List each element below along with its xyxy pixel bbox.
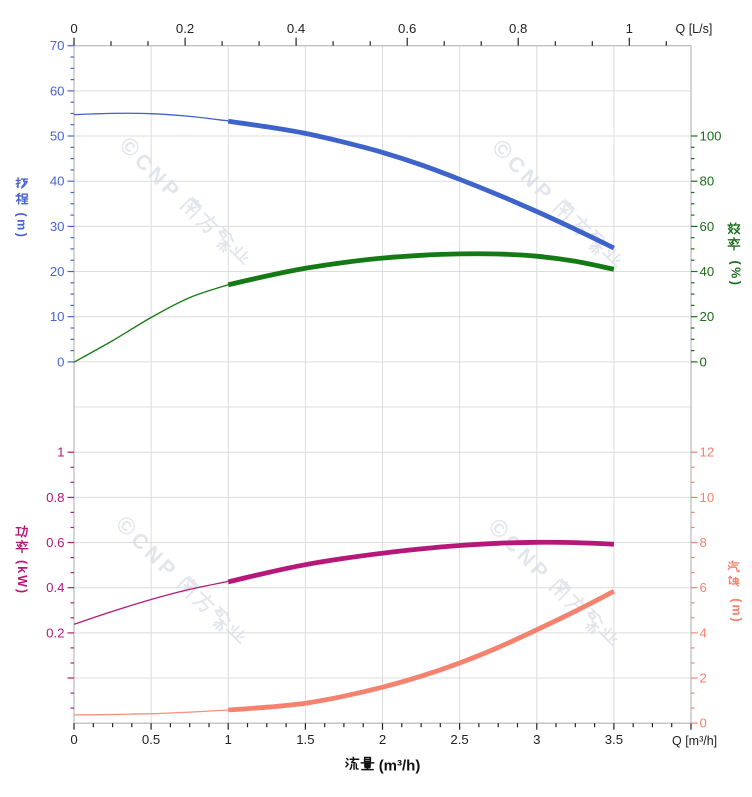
svg-text:1: 1	[225, 732, 232, 747]
svg-text:(m): (m)	[730, 598, 744, 623]
svg-text:(%): (%)	[729, 261, 743, 288]
svg-text:30: 30	[50, 219, 65, 234]
svg-text:0: 0	[70, 21, 77, 36]
svg-text:0: 0	[700, 354, 707, 369]
svg-text:0.4: 0.4	[287, 21, 305, 36]
svg-text:0.8: 0.8	[509, 21, 527, 36]
svg-text:3.5: 3.5	[605, 732, 623, 747]
svg-text:2: 2	[379, 732, 386, 747]
svg-text:40: 40	[50, 174, 65, 189]
svg-text:0.2: 0.2	[176, 21, 194, 36]
svg-text:80: 80	[700, 174, 715, 189]
svg-text:(kW): (kW)	[15, 560, 29, 595]
svg-text:0.5: 0.5	[142, 732, 160, 747]
svg-text:0.6: 0.6	[46, 535, 64, 550]
svg-text:0.2: 0.2	[46, 625, 64, 640]
svg-text:70: 70	[50, 38, 65, 53]
svg-text:60: 60	[700, 219, 715, 234]
svg-text:40: 40	[700, 264, 715, 279]
svg-text:10: 10	[700, 490, 715, 505]
svg-text:(m): (m)	[15, 213, 29, 240]
svg-text:50: 50	[50, 129, 65, 144]
svg-text:12: 12	[700, 445, 715, 460]
svg-text:0.6: 0.6	[398, 21, 416, 36]
svg-text:1.5: 1.5	[296, 732, 314, 747]
svg-text:0: 0	[57, 354, 64, 369]
svg-text:0: 0	[70, 732, 77, 747]
svg-text:1: 1	[57, 445, 64, 460]
svg-text:60: 60	[50, 83, 65, 98]
svg-text:2: 2	[700, 671, 707, 686]
svg-text:0.8: 0.8	[46, 490, 64, 505]
svg-text:Q [m³/h]: Q [m³/h]	[672, 734, 717, 748]
svg-text:6: 6	[700, 580, 707, 595]
svg-text:20: 20	[50, 264, 65, 279]
svg-text:3: 3	[533, 732, 540, 747]
svg-text:Q [L/s]: Q [L/s]	[676, 22, 713, 36]
svg-text:10: 10	[50, 309, 65, 324]
svg-text:(m³/h): (m³/h)	[379, 758, 421, 775]
svg-text:0.4: 0.4	[46, 580, 64, 595]
svg-text:4: 4	[700, 625, 707, 640]
svg-text:20: 20	[700, 309, 715, 324]
svg-text:8: 8	[700, 535, 707, 550]
svg-text:100: 100	[700, 129, 722, 144]
svg-text:0: 0	[700, 716, 707, 731]
svg-text:2.5: 2.5	[450, 732, 468, 747]
svg-text:1: 1	[626, 21, 633, 36]
